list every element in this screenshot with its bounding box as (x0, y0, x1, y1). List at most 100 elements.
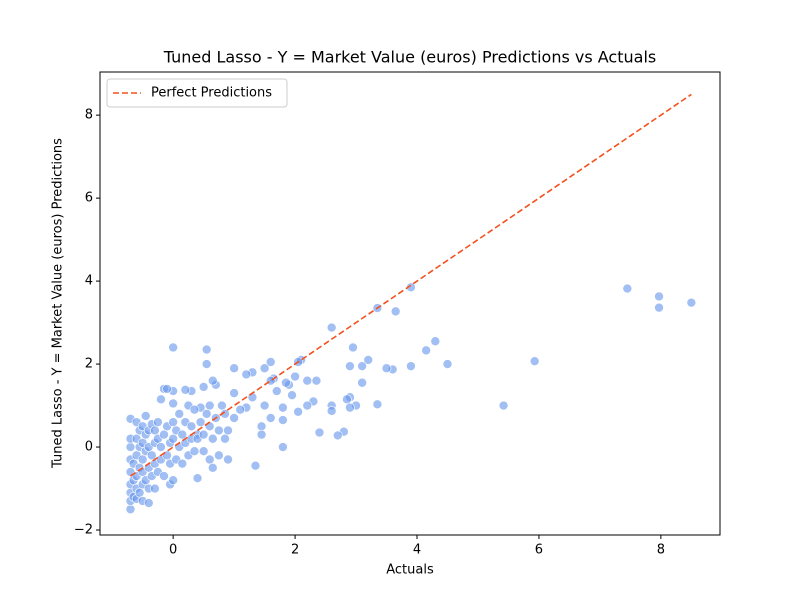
point (265, 357, 276, 367)
point (223, 454, 233, 465)
point (287, 390, 297, 400)
point (220, 433, 230, 444)
point (348, 342, 358, 353)
point (529, 356, 540, 366)
point (204, 454, 215, 465)
point (156, 442, 166, 452)
point (390, 306, 401, 317)
point (229, 413, 239, 423)
x-tick-label: 6 (535, 543, 543, 558)
point (357, 361, 367, 371)
point (229, 363, 239, 374)
point (168, 475, 178, 486)
point (259, 400, 270, 411)
point (198, 382, 209, 392)
y-tick-label: 6 (85, 191, 93, 206)
point (241, 369, 252, 380)
point (207, 433, 218, 444)
point (177, 429, 188, 440)
point (314, 427, 325, 438)
point (363, 355, 374, 365)
point (207, 462, 218, 473)
point (159, 471, 169, 481)
legend-label: Perfect Predictions (151, 86, 272, 101)
point (250, 460, 261, 471)
point (137, 454, 148, 465)
point (654, 302, 664, 313)
x-tick-label: 4 (413, 543, 421, 558)
point (345, 402, 355, 413)
point (265, 375, 276, 386)
point (168, 417, 178, 427)
point (278, 442, 288, 452)
point (326, 322, 337, 333)
point (143, 498, 154, 508)
point (214, 450, 224, 461)
point (159, 429, 169, 440)
point (214, 425, 224, 436)
point (150, 425, 160, 436)
point (189, 404, 200, 415)
point (372, 399, 383, 410)
point (654, 291, 664, 302)
point (153, 417, 163, 427)
point (406, 361, 416, 371)
point (207, 375, 218, 386)
point (192, 473, 203, 483)
chart-title: Tuned Lasso - Y = Market Value (euros) P… (163, 48, 656, 67)
x-tick-label: 8 (657, 543, 665, 558)
point (156, 394, 166, 405)
point (278, 402, 288, 413)
point (204, 421, 215, 432)
point (381, 363, 392, 374)
x-tick-label: 2 (291, 543, 299, 558)
point (162, 450, 172, 461)
point (311, 375, 322, 386)
point (342, 394, 352, 405)
point (293, 406, 303, 417)
point (177, 458, 188, 469)
point (198, 446, 209, 456)
y-tick-label: 4 (85, 274, 93, 289)
point (622, 283, 633, 294)
point (168, 398, 178, 409)
point (189, 446, 200, 456)
point (442, 359, 453, 369)
point (186, 421, 197, 432)
point (430, 336, 441, 347)
point (259, 363, 270, 374)
point (168, 342, 178, 353)
point (256, 429, 267, 440)
point (326, 406, 337, 416)
y-tick-label: −2 (74, 523, 93, 538)
point (406, 282, 416, 293)
point (162, 384, 172, 394)
point (134, 487, 145, 498)
point (235, 404, 246, 415)
point (332, 430, 343, 441)
legend-box (106, 78, 288, 108)
point (256, 421, 267, 432)
point (345, 361, 355, 371)
point (147, 450, 157, 461)
point (174, 409, 185, 419)
y-axis-label: Tuned Lasso - Y = Market Value (euros) P… (51, 138, 66, 469)
point (281, 377, 291, 388)
point (125, 442, 136, 452)
point (201, 344, 212, 355)
perfect-line (130, 93, 692, 477)
point (421, 345, 431, 356)
point (302, 375, 313, 386)
point (180, 384, 191, 395)
x-tick-label: 0 (169, 543, 177, 558)
point (302, 400, 313, 411)
point (223, 425, 233, 436)
y-tick-label: 0 (85, 440, 93, 455)
point (271, 386, 282, 396)
point (686, 297, 697, 308)
point (229, 388, 239, 398)
point (150, 483, 160, 494)
y-tick-label: 8 (85, 108, 93, 123)
point (204, 400, 215, 411)
